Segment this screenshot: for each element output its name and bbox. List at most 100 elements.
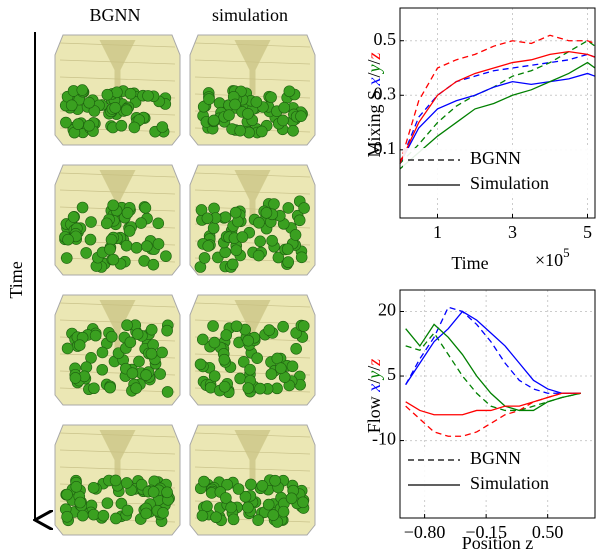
particle [141,508,152,519]
particle [255,383,266,394]
particle [235,125,246,136]
particle [62,343,73,354]
render-panels [55,35,315,535]
particle [162,487,173,498]
x-tick-label: 1 [433,222,442,242]
particle [122,320,133,331]
y-label-part: y [364,371,384,381]
particle [208,321,219,332]
particle [227,259,238,270]
y-axis-label: Flow x/y/z [364,359,384,434]
particle [110,513,121,524]
particle [195,359,206,370]
figure: BGNN simulation Time 0.10.30.5135BGNNSim… [0,0,598,554]
particle [88,509,99,520]
particle [162,325,173,336]
particle [267,235,278,246]
particle [157,121,168,132]
particle [131,242,142,253]
particle [98,510,109,521]
particle [291,343,302,354]
particle [146,348,157,359]
x-tick-label: 3 [508,222,517,242]
particle [263,499,274,510]
particle [133,356,144,367]
particle [157,347,168,358]
particle [277,115,288,126]
particle [290,229,301,240]
particle [81,247,92,258]
particle [60,117,71,128]
particle [198,476,209,487]
series-line [406,393,581,415]
particle [122,207,133,218]
particle [245,479,256,490]
particle [136,218,147,229]
legend-label: BGNN [470,148,521,168]
particle [160,251,171,262]
particle [266,92,277,103]
particle [110,102,121,113]
particle [282,244,293,255]
particle [266,369,277,380]
particle [197,510,208,521]
particle [294,215,305,226]
particle [278,321,289,332]
particle [101,218,112,229]
column-title: simulation [212,5,288,25]
particle [202,213,213,224]
particle [219,381,230,392]
particle [108,200,119,211]
particle [110,475,121,486]
particle [221,330,232,341]
y-label-part: y [364,64,384,74]
particle [141,370,152,381]
particle [219,354,230,365]
particle [209,371,220,382]
particle [284,86,295,97]
particle [286,493,297,504]
particle [102,498,113,509]
particle [209,203,220,214]
particle [153,218,164,229]
particle [268,510,279,521]
particle [127,368,138,379]
particle [283,257,294,268]
particle [105,382,116,393]
series-line [406,312,581,394]
y-tick-label: 0.5 [374,29,397,49]
particle [63,234,74,245]
particle [220,247,231,258]
particle [77,202,88,213]
particle [251,96,262,107]
particle [129,122,140,133]
particle [108,254,119,265]
particle [268,198,279,209]
legend-label: BGNN [470,448,521,468]
particle [208,115,219,126]
particle [297,497,308,508]
particle [287,361,298,372]
particle [86,217,97,228]
particle [275,363,286,374]
y-label-part: z [364,52,384,60]
particle [209,337,220,348]
particle [253,250,264,261]
x-tick-label: 0.50 [532,522,564,542]
particle [106,234,117,245]
x-axis-label: Time [451,253,488,273]
particle [264,325,275,336]
particle [97,364,108,375]
legend-label: Simulation [470,173,549,193]
particle [148,487,159,498]
particle [121,477,132,488]
column-title: BGNN [89,5,140,25]
particle [298,321,309,332]
offset-base: ×10 [535,250,563,270]
series-line [400,52,595,164]
particle [288,125,299,136]
particle [214,98,225,109]
particle [270,475,281,486]
particle [242,502,253,513]
particle [84,120,95,131]
